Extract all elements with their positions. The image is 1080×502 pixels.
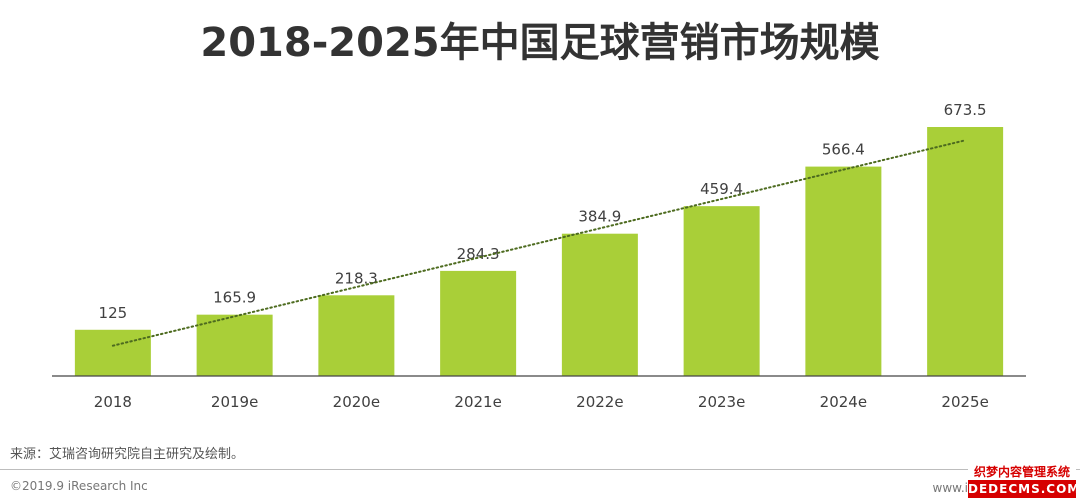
watermark-logo: 织梦内容管理系统 DEDECMS.COM bbox=[968, 464, 1080, 500]
x-tick-label: 2022e bbox=[576, 393, 623, 411]
watermark-domain: DEDECMS.COM bbox=[968, 480, 1080, 498]
bar-2022e bbox=[561, 233, 638, 376]
x-tick-label: 2024e bbox=[820, 393, 867, 411]
bar-2018 bbox=[74, 329, 151, 376]
data-label: 165.9 bbox=[213, 289, 256, 307]
x-tick-label: 2019e bbox=[211, 393, 258, 411]
x-tick-label: 2025e bbox=[941, 393, 988, 411]
x-tick-label: 2023e bbox=[698, 393, 745, 411]
footer-divider bbox=[0, 469, 1080, 470]
data-label: 566.4 bbox=[822, 141, 865, 159]
x-tick-label: 2020e bbox=[333, 393, 380, 411]
bar-2024e bbox=[805, 166, 882, 376]
data-label: 459.4 bbox=[700, 180, 743, 198]
trend-line bbox=[111, 139, 967, 347]
x-tick-label: 2021e bbox=[454, 393, 501, 411]
site-url: www.i bbox=[932, 481, 969, 495]
data-label: 384.9 bbox=[578, 208, 621, 226]
copyright: ©2019.9 iResearch Inc bbox=[10, 479, 148, 493]
data-label: 284.3 bbox=[457, 245, 500, 263]
source-note: 来源：艾瑞咨询研究院自主研究及绘制。 bbox=[10, 447, 245, 462]
chart-title: 2018-2025年中国足球营销市场规模 bbox=[200, 20, 880, 66]
bar-2023e bbox=[683, 206, 760, 376]
bar-2020e bbox=[318, 295, 395, 376]
data-label: 218.3 bbox=[335, 269, 378, 287]
data-label: 673.5 bbox=[944, 101, 987, 119]
watermark-text: 织梦内容管理系统 bbox=[968, 464, 1076, 480]
bar-2019e bbox=[196, 314, 273, 376]
bar-2025e bbox=[927, 127, 1004, 376]
bar-2021e bbox=[440, 270, 517, 376]
x-tick-label: 2018 bbox=[94, 393, 132, 411]
data-label: 125 bbox=[99, 304, 128, 322]
